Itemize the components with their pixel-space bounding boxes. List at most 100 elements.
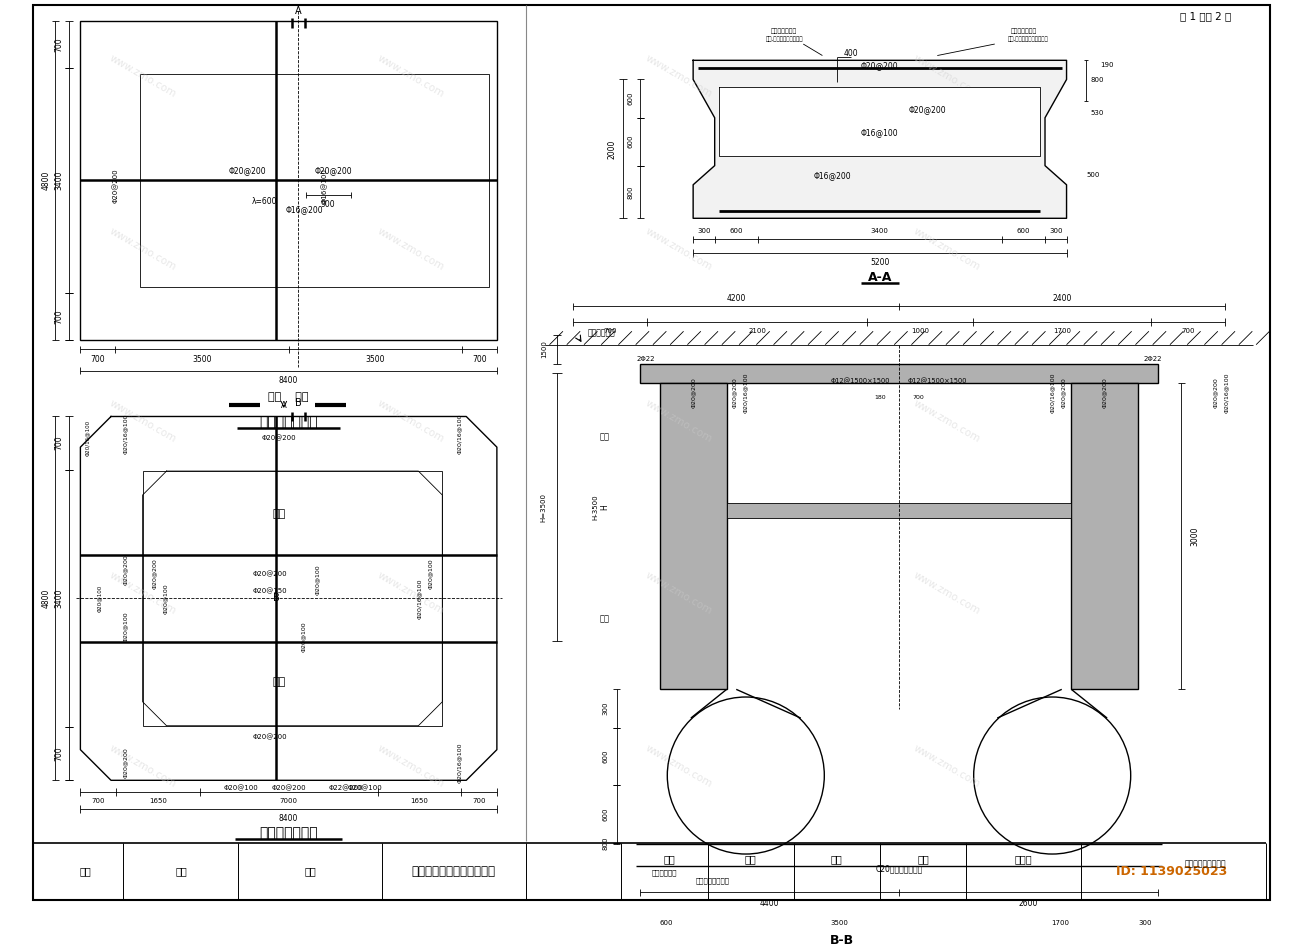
Text: Φ22@200: Φ22@200	[328, 785, 364, 791]
Text: Φ20@200: Φ20@200	[253, 734, 287, 741]
Text: 300: 300	[697, 228, 710, 234]
Text: 1650: 1650	[410, 798, 429, 804]
Text: 3500: 3500	[831, 920, 848, 926]
Text: 4400: 4400	[760, 900, 779, 908]
Text: 刀脚钉筋参见大样二: 刀脚钉筋参见大样二	[1184, 859, 1226, 868]
Text: Φ20@100: Φ20@100	[96, 585, 102, 612]
Text: www.zmo.com: www.zmo.com	[912, 226, 982, 272]
Text: 矩形工作井配筋图（变更）: 矩形工作井配筋图（变更）	[412, 865, 495, 878]
Text: www.zmo.com: www.zmo.com	[644, 743, 714, 789]
Text: B: B	[272, 593, 280, 604]
Text: 下部: 下部	[599, 615, 610, 623]
Text: 800: 800	[628, 185, 635, 199]
Text: 300: 300	[1138, 920, 1152, 926]
Text: λ=600: λ=600	[251, 197, 278, 206]
Text: 800: 800	[1091, 78, 1104, 83]
Text: 审核: 审核	[831, 854, 843, 864]
Text: www.zmo.com: www.zmo.com	[375, 743, 446, 789]
Text: www.zmo.com: www.zmo.com	[107, 743, 177, 789]
Text: Φ20@200: Φ20@200	[1102, 377, 1108, 408]
Text: Φ20@200: Φ20@200	[1213, 377, 1217, 408]
Text: 5200: 5200	[870, 258, 890, 267]
Text: 审核: 审核	[305, 867, 317, 876]
Text: Φ20@100: Φ20@100	[122, 612, 128, 642]
Text: 700: 700	[55, 309, 64, 324]
Text: 预埋钉筋搞接器: 预埋钉筋搞接器	[771, 28, 797, 34]
Text: 700: 700	[472, 355, 487, 363]
Text: www.zmo.com: www.zmo.com	[107, 226, 177, 272]
Text: 日期: 日期	[917, 854, 929, 864]
Text: 3000: 3000	[1191, 526, 1199, 546]
Text: Φ20@200: Φ20@200	[122, 554, 128, 585]
Text: Φ20/16@100: Φ20/16@100	[457, 413, 463, 454]
Text: 700: 700	[55, 436, 64, 450]
Text: 600: 600	[602, 749, 609, 763]
Polygon shape	[693, 61, 1067, 219]
Bar	[659, 383, 727, 690]
Text: www.zmo.com: www.zmo.com	[375, 398, 446, 445]
Text: 700: 700	[473, 798, 486, 804]
Text: 规格,范围与底板配筋相套: 规格,范围与底板配筋相套	[765, 37, 803, 42]
Text: 上部: 上部	[272, 509, 285, 519]
Text: Φ20@200: Φ20@200	[151, 558, 156, 589]
Text: www.zmo.com: www.zmo.com	[644, 53, 714, 99]
Text: Φ20@100: Φ20@100	[315, 564, 319, 595]
Text: Φ16@200: Φ16@200	[287, 204, 323, 214]
Text: A: A	[281, 401, 287, 411]
Text: 2400: 2400	[1052, 294, 1071, 304]
Text: Φ20@200: Φ20@200	[315, 166, 352, 175]
Text: 800: 800	[602, 837, 609, 850]
Text: www.zmo.com: www.zmo.com	[644, 570, 714, 617]
Text: ID: 1139025023: ID: 1139025023	[1117, 865, 1227, 878]
Text: 复核: 复核	[175, 867, 186, 876]
Bar	[81, 21, 496, 340]
Text: 刀脚饿面标高: 刀脚饿面标高	[652, 870, 678, 877]
Text: www.zmo.com: www.zmo.com	[912, 398, 982, 445]
Text: 上部: 上部	[599, 432, 610, 442]
Text: 190: 190	[1100, 62, 1114, 68]
Text: Φ20@200: Φ20@200	[228, 166, 266, 175]
Text: www.zmo.com: www.zmo.com	[644, 226, 714, 272]
Text: Φ20@150: Φ20@150	[253, 587, 287, 594]
Text: H: H	[601, 504, 610, 510]
Text: 复核: 复核	[745, 854, 757, 864]
Text: Φ20@100: Φ20@100	[163, 583, 168, 614]
Text: 300: 300	[602, 702, 609, 715]
Text: 4200: 4200	[727, 294, 745, 304]
Text: 700: 700	[1181, 328, 1195, 334]
Text: Φ20@100: Φ20@100	[223, 785, 258, 791]
Text: 底板配筋平面图: 底板配筋平面图	[259, 415, 318, 429]
Text: 700: 700	[55, 746, 64, 762]
Text: 180: 180	[874, 394, 886, 400]
Text: Φ16@200: Φ16@200	[813, 170, 851, 180]
Text: www.zmo.com: www.zmo.com	[107, 53, 177, 99]
Text: Φ20/16@100: Φ20/16@100	[1224, 373, 1229, 412]
Text: Φ16@100: Φ16@100	[861, 128, 899, 136]
Text: 600: 600	[1016, 228, 1031, 234]
Text: 1700: 1700	[1052, 920, 1068, 926]
Text: www.zmo.com: www.zmo.com	[107, 570, 177, 617]
Text: Φ20/16@100: Φ20/16@100	[417, 578, 422, 619]
Text: Φ20@200: Φ20@200	[112, 168, 119, 202]
Bar	[641, 364, 1157, 383]
Text: 3400: 3400	[870, 228, 889, 234]
Text: H-3500: H-3500	[593, 495, 598, 520]
Text: 700: 700	[603, 328, 618, 334]
Text: 规格,范围与底板配筋配筋套: 规格,范围与底板配筋配筋套	[1009, 37, 1049, 42]
Text: 设计地面标高: 设计地面标高	[588, 328, 615, 338]
Text: www.zmo.com: www.zmo.com	[375, 226, 446, 272]
Text: 700: 700	[91, 798, 106, 804]
Text: Φ20@100: Φ20@100	[348, 785, 383, 791]
Text: C20水下封底混凝土: C20水下封底混凝土	[876, 864, 923, 873]
Text: www.zmo.com: www.zmo.com	[375, 53, 446, 99]
Text: 700: 700	[55, 37, 64, 52]
Text: A: A	[294, 7, 301, 16]
Text: 1500: 1500	[541, 341, 547, 359]
Text: 1650: 1650	[149, 798, 167, 804]
Text: 600: 600	[659, 920, 672, 926]
Text: B: B	[294, 398, 301, 408]
Text: 下层    上层: 下层 上层	[268, 393, 309, 402]
Bar	[139, 74, 489, 288]
Text: 1000: 1000	[911, 328, 929, 334]
Text: Φ20/16@100: Φ20/16@100	[86, 419, 90, 456]
